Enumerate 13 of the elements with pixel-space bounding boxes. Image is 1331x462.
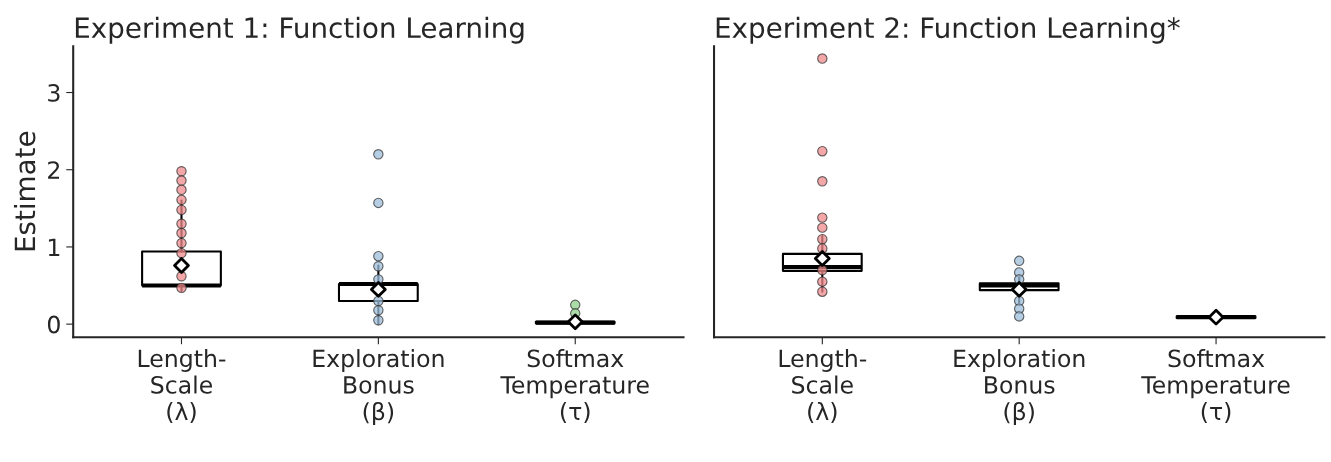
x-tick-label: Softmax Temperature (τ) [1141, 349, 1290, 423]
y-tick-label: 1 [48, 238, 60, 256]
x-tick-label: Softmax Temperature (τ) [500, 349, 649, 423]
chart-title: Experiment 1: Function Learning [75, 16, 524, 44]
x-tick-label: Length- Scale (λ) [779, 349, 867, 423]
y-tick-label: 2 [48, 161, 60, 179]
y-axis-title: Estimate [13, 131, 36, 251]
x-tick-label: Exploration Bonus (β) [954, 349, 1085, 425]
chart-title: Experiment 2: Function Learning* [716, 16, 1180, 44]
y-tick-label: 0 [47, 315, 60, 334]
y-tick-label: 3 [48, 83, 60, 102]
x-tick-label: Exploration Bonus (β) [313, 349, 444, 425]
x-tick-label: Length- Scale (λ) [138, 349, 226, 423]
